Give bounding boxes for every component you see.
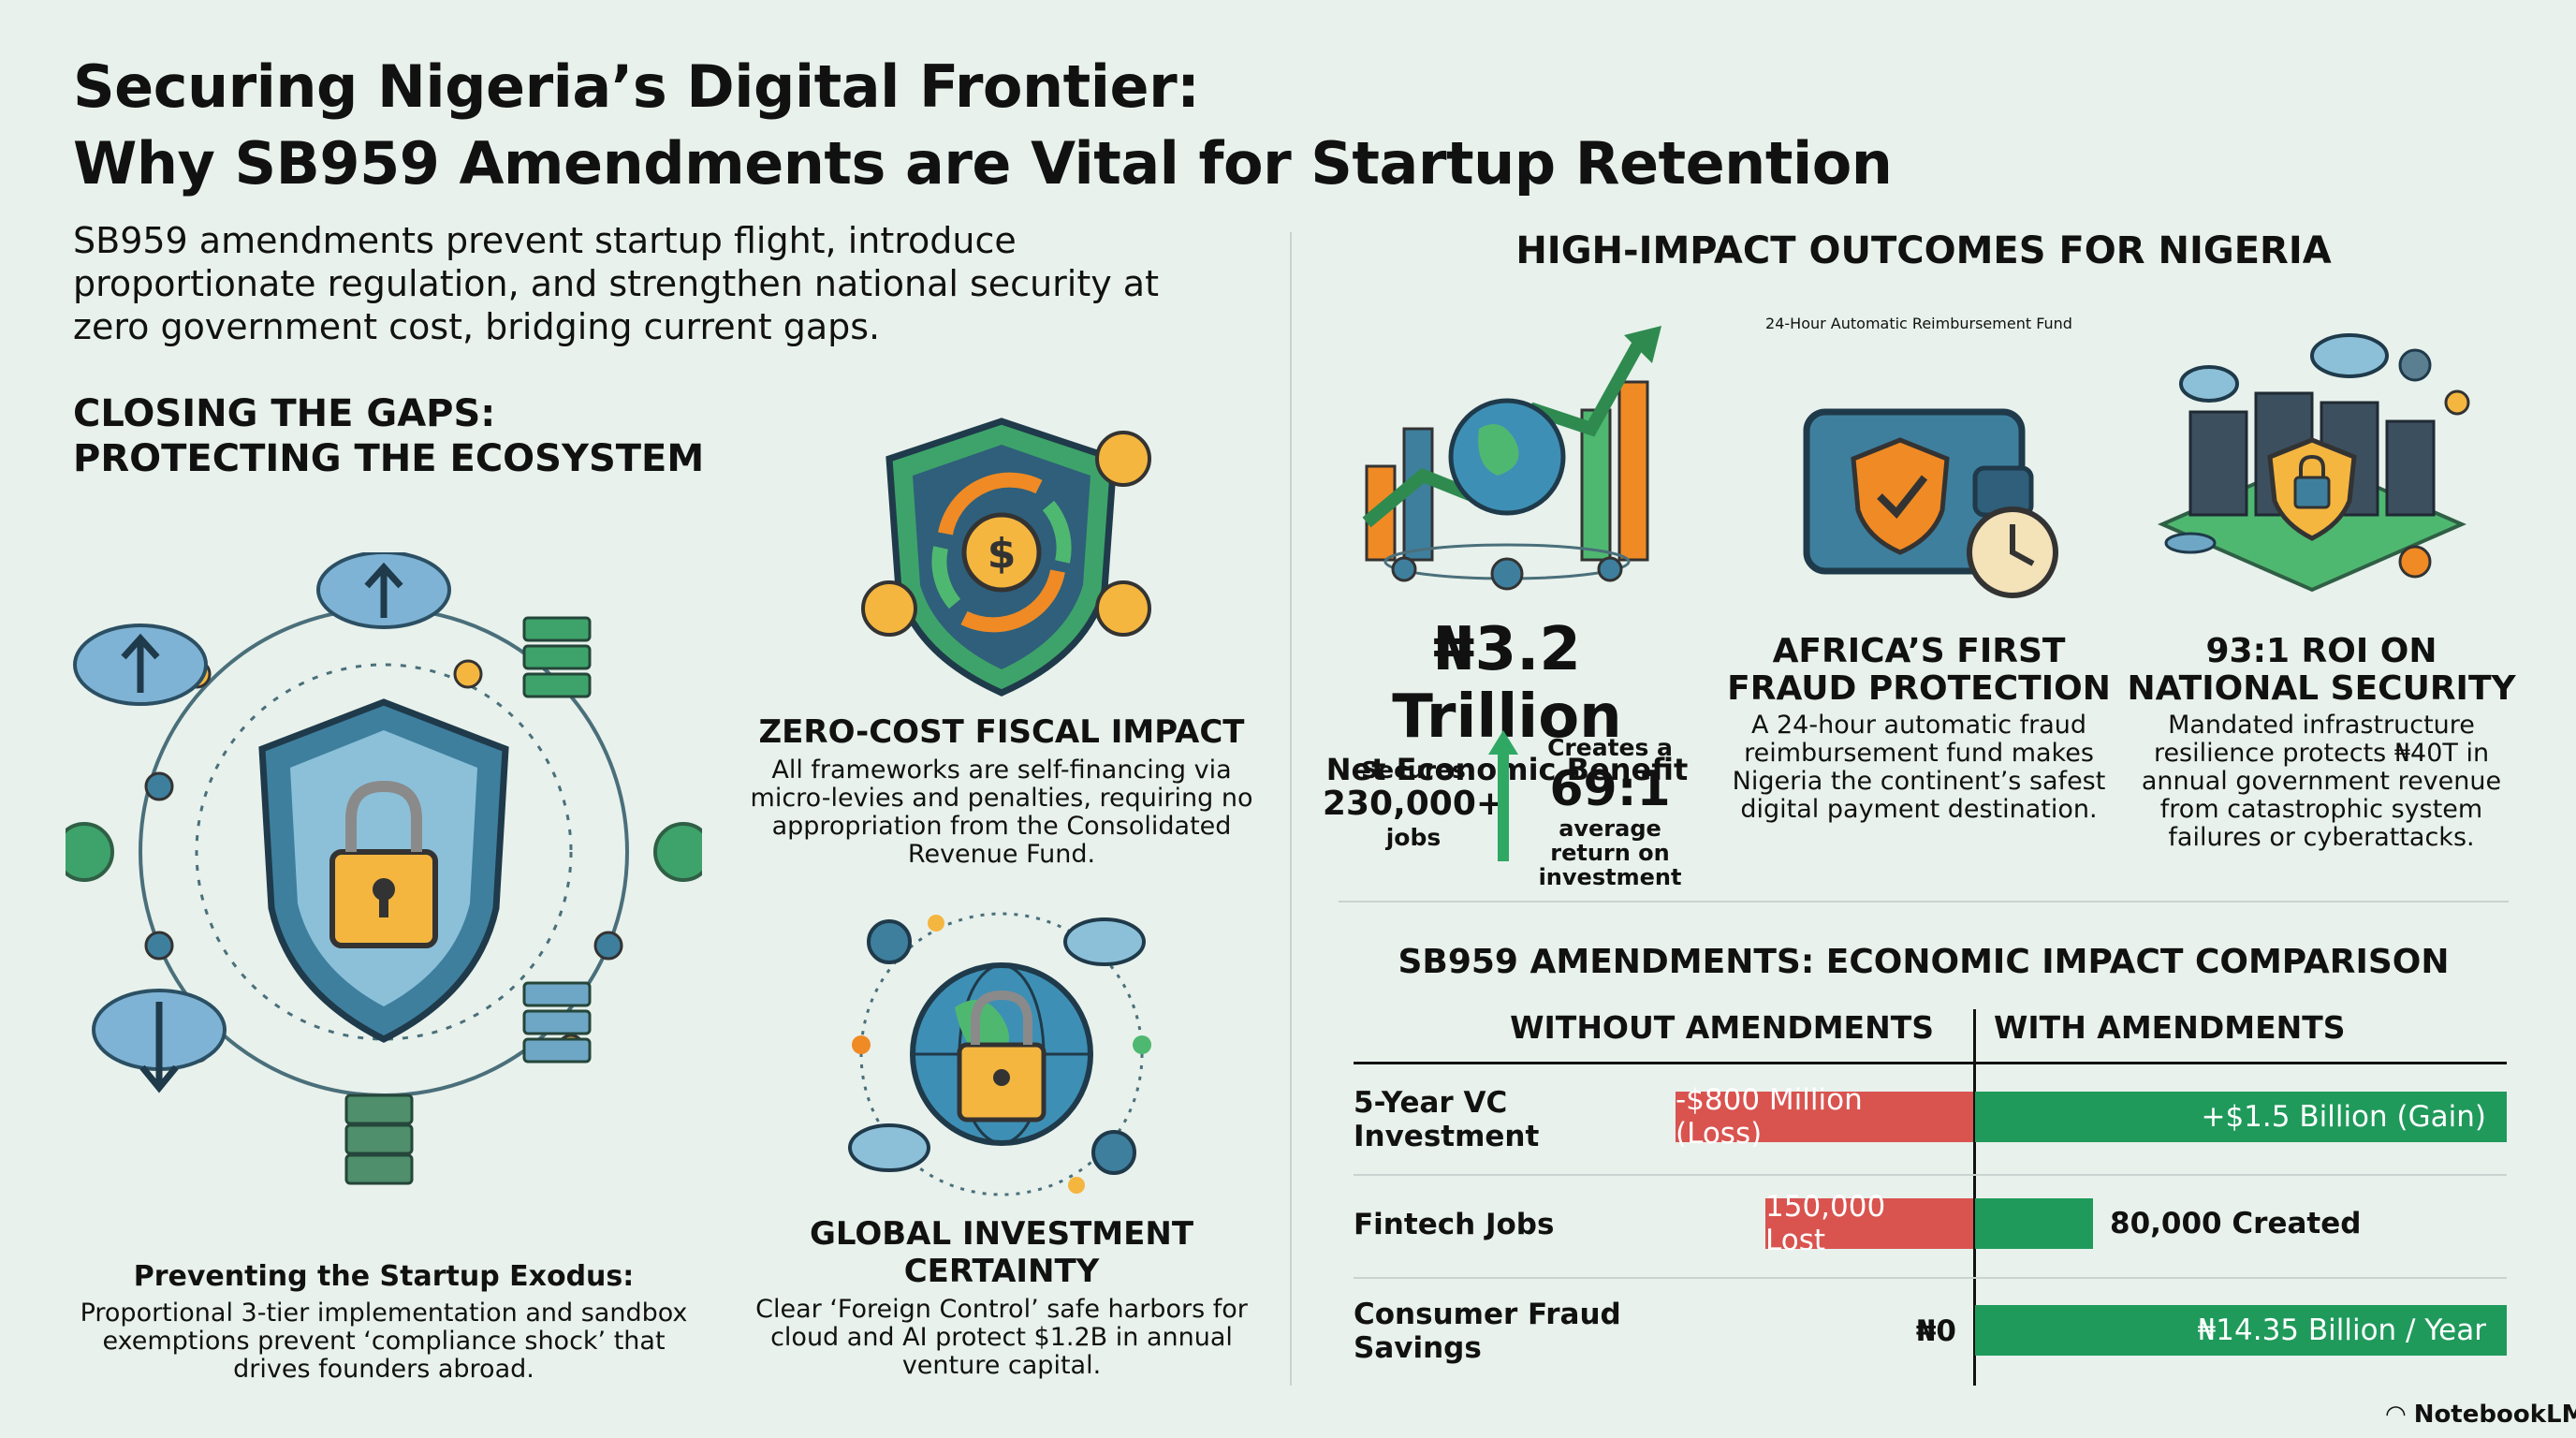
brand-label: NotebookLM	[2413, 1401, 2576, 1429]
network-shield-illustration	[66, 552, 702, 1208]
brand-mark: ◠ NotebookLM	[2385, 1401, 2576, 1429]
table-header-rule	[1354, 1062, 2507, 1064]
fiscal-shield-illustration: $	[852, 403, 1151, 702]
globe-lock-illustration	[842, 904, 1161, 1204]
fraud-protection-block: AFRICA’S FIRST FRAUD PROTECTION A 24-hou…	[1713, 633, 2125, 824]
fraud-savings-without: ₦0	[1915, 1314, 1956, 1348]
svg-text:$: $	[988, 530, 1017, 578]
row-label-vc: 5-Year VC Investment	[1354, 1086, 1540, 1153]
row-label-jobs: Fintech Jobs	[1354, 1208, 1555, 1241]
table-center-axis	[1973, 1009, 1976, 1386]
exodus-text: Proportional 3-tier implementation and s…	[80, 1299, 688, 1384]
row-label-fraud-savings: Consumer Fraud Savings	[1354, 1298, 1621, 1365]
notebooklm-icon: ◠	[2385, 1401, 2407, 1429]
growth-arrow-icon	[1488, 730, 1518, 861]
col-header-without: WITHOUT AMENDMENTS	[1510, 1009, 1934, 1046]
fiscal-text: All frameworks are self-financing via mi…	[750, 756, 1253, 869]
data-center-illustration	[2153, 328, 2471, 599]
row-separator	[1354, 1277, 2507, 1279]
national-security-title: 93:1 ROI ON NATIONAL SECURITY	[2127, 632, 2516, 708]
wallet-shield-illustration	[1797, 393, 2069, 599]
growth-chart-illustration	[1348, 316, 1666, 597]
investment-block: GLOBAL INVESTMENT CERTAINTY Clear ‘Forei…	[749, 1215, 1254, 1380]
left-section-heading: CLOSING THE GAPS: PROTECTING THE ECOSYST…	[73, 392, 705, 480]
section-divider	[1339, 901, 2509, 902]
national-security-block: 93:1 ROI ON NATIONAL SECURITY Mandated i…	[2125, 633, 2518, 852]
investment-title: GLOBAL INVESTMENT CERTAINTY	[809, 1215, 1194, 1290]
jobs-created-label: 80,000 Created	[2110, 1207, 2362, 1240]
investment-text: Clear ‘Foreign Control’ safe harbors for…	[755, 1295, 1248, 1380]
bar-jobs-without: 150,000 Lost	[1765, 1190, 1973, 1257]
national-security-text: Mandated infrastructure resilience prote…	[2141, 711, 2502, 852]
intro-text: SB959 amendments prevent startup flight,…	[73, 220, 1159, 347]
row-separator	[1354, 1174, 2507, 1176]
comparison-heading: SB959 AMENDMENTS: ECONOMIC IMPACT COMPAR…	[1398, 943, 2450, 981]
column-divider	[1290, 232, 1292, 1386]
bar-vc-with: +$1.5 Billion (Gain)	[1975, 1092, 2507, 1142]
bar-fraud-savings-with: ₦14.35 Billion / Year	[1975, 1305, 2507, 1356]
reimbursement-fund-label: 24-Hour Automatic Reimbursement Fund	[1765, 315, 2072, 332]
exodus-title: Preventing the Startup Exodus:	[133, 1260, 635, 1293]
jobs-stat: Secures 230,000+ jobs	[1320, 756, 1507, 852]
roi-ratio: 69:1	[1549, 761, 1671, 817]
fiscal-title: ZERO-COST FISCAL IMPACT	[758, 713, 1245, 751]
fiscal-block: ZERO-COST FISCAL IMPACT All frameworks a…	[749, 713, 1254, 869]
page-title: Securing Nigeria’s Digital Frontier: Why…	[73, 52, 1893, 198]
roi-stat: Creates a 69:1 average return on investm…	[1516, 734, 1704, 889]
right-section-heading: HIGH-IMPACT OUTCOMES FOR NIGERIA	[1515, 229, 2332, 272]
fraud-protection-text: A 24-hour automatic fraud reimbursement …	[1732, 711, 2106, 824]
exodus-block: Preventing the Startup Exodus: Proportio…	[66, 1258, 702, 1384]
col-header-with: WITH AMENDMENTS	[1994, 1009, 2346, 1046]
fraud-protection-title: AFRICA’S FIRST FRAUD PROTECTION	[1727, 632, 2111, 708]
bar-vc-without: -$800 Million (Loss)	[1676, 1083, 1973, 1151]
jobs-value: 230,000+	[1322, 785, 1505, 823]
bar-jobs-with	[1975, 1198, 2093, 1249]
